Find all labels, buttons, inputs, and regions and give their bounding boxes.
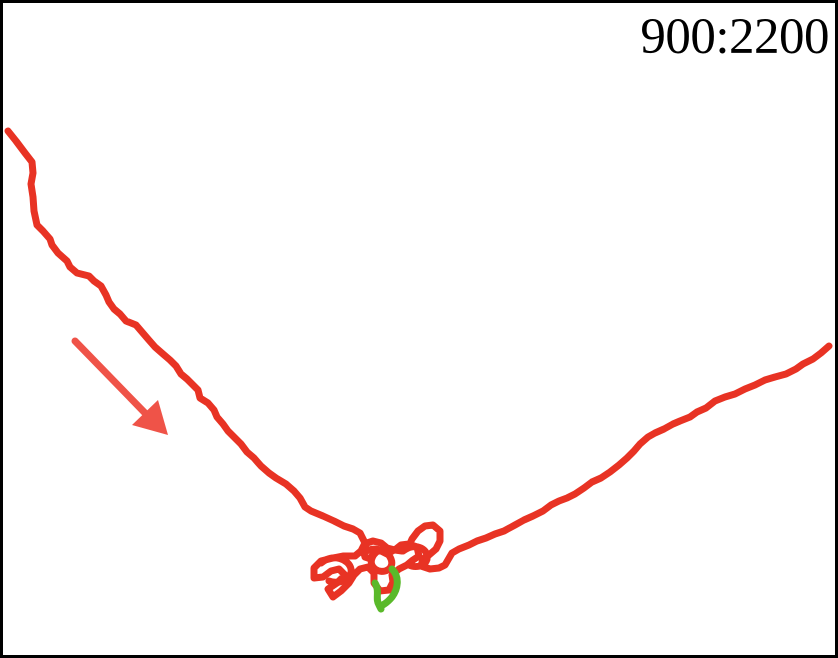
- arrow-down-right-icon: [71, 337, 168, 435]
- trajectory-plot: [4, 127, 833, 613]
- trajectory-green-end: [371, 565, 401, 613]
- trajectory-red-knot: [317, 543, 431, 586]
- trajectory-red-left: [4, 127, 833, 601]
- ratio-label: 900:2200: [640, 9, 829, 65]
